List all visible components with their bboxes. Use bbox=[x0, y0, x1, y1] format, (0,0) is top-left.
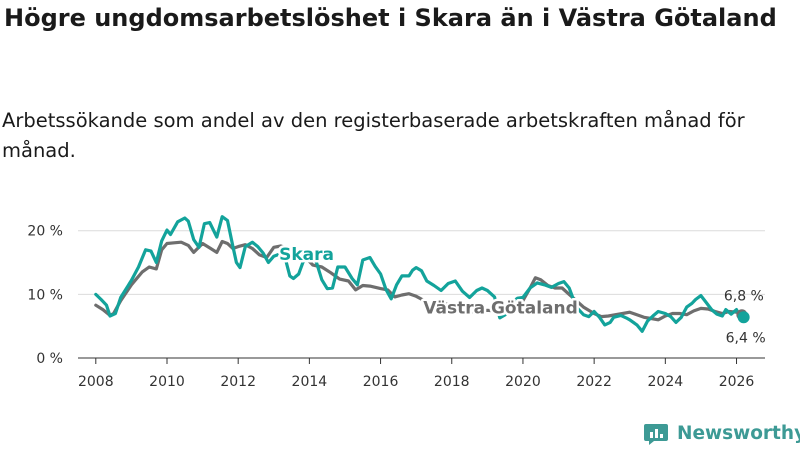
x-tick-label: 2008 bbox=[78, 374, 114, 390]
newsworthy-logo-icon bbox=[644, 424, 668, 445]
x-tick-label: 2024 bbox=[648, 374, 684, 390]
end-value-label-skara: 6,4 % bbox=[726, 330, 766, 346]
series-label-vastra-gotaland-halo: Västra Götaland bbox=[423, 298, 578, 318]
brand-logo[interactable]: Newsworthy bbox=[643, 418, 800, 448]
series-label-vastra-gotaland: Västra Götaland bbox=[423, 298, 578, 318]
y-tick-label: 10 % bbox=[27, 287, 63, 303]
chart-subtitle: Arbetssökande som andel av den registerb… bbox=[2, 109, 745, 162]
y-tick-label: 0 % bbox=[36, 351, 63, 367]
x-tick-label: 2022 bbox=[576, 374, 612, 390]
x-tick-label: 2014 bbox=[292, 374, 328, 390]
x-tick-label: 2012 bbox=[220, 374, 256, 390]
chart-title: Högre ungdomsarbetslöshet i Skara än i V… bbox=[4, 4, 777, 32]
brand-name: Newsworthy bbox=[677, 422, 800, 444]
x-tick-label: 2010 bbox=[149, 374, 185, 390]
y-tick-label: 20 % bbox=[27, 224, 63, 240]
series-line-skara bbox=[94, 215, 746, 333]
x-tick-label: 2020 bbox=[505, 374, 541, 390]
x-tick-label: 2026 bbox=[719, 374, 755, 390]
series-label-skara-halo: Skara bbox=[279, 245, 334, 265]
end-value-label-vastra-gotaland: 6,8 % bbox=[724, 289, 764, 305]
series-label-skara: Skara bbox=[279, 245, 334, 265]
grid-layer bbox=[78, 230, 765, 295]
axis-layer: 0 % 10 % 20 % 2008 2010 2012 2014 2016 2018 2020 2… bbox=[27, 224, 765, 390]
series-layer bbox=[94, 215, 750, 333]
x-tick-label: 2016 bbox=[363, 374, 399, 390]
series-line-v-stra-g-taland bbox=[94, 239, 744, 322]
x-tick-label: 2018 bbox=[434, 374, 470, 390]
endpoint-skara bbox=[737, 311, 750, 324]
